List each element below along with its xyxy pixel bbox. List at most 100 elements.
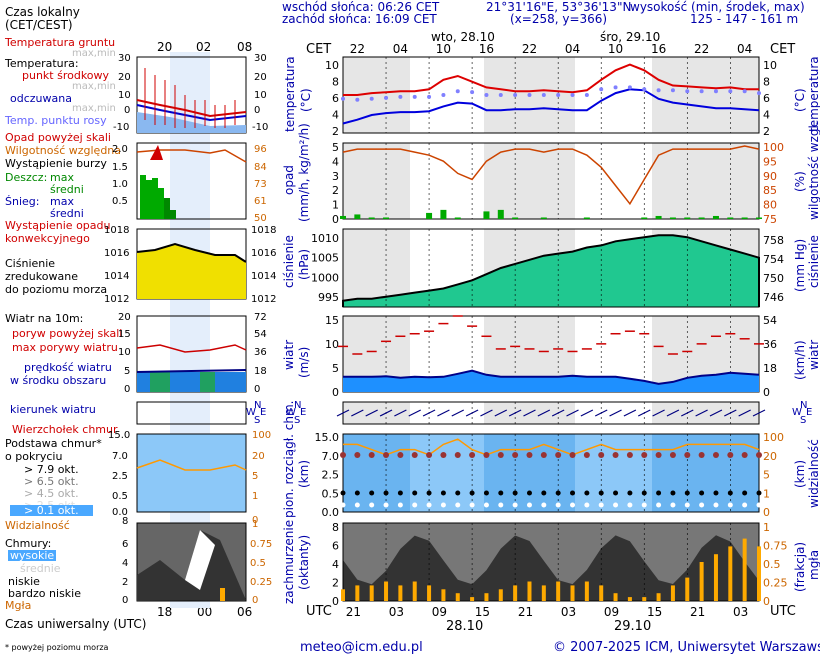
legend-felt: odczuwana (10, 92, 72, 105)
dew-point-1 (355, 97, 360, 102)
cloud-top-dot-3 (383, 452, 390, 458)
legend-press1: Ciśnienie (5, 257, 56, 270)
legend-gust-max: max porywy wiatru (12, 341, 118, 354)
legend-clouds: Chmury: (5, 537, 52, 550)
dew-point-13 (527, 93, 532, 97)
dew-point-3 (384, 95, 389, 100)
temp-mid-line (343, 63, 759, 96)
cloud-base-dot-7 (440, 490, 446, 496)
legend-ground-temp: Temperatura gruntu (5, 36, 116, 49)
fog-bar-16 (570, 585, 575, 601)
wind-arrow-14 (537, 409, 551, 417)
prec-ltick-1: 4 (332, 155, 339, 168)
wind-arrow-17 (580, 409, 594, 417)
legend-high: wysokie (8, 549, 57, 562)
cloud-base-dot-25 (699, 490, 705, 496)
cloud-low-dot-24 (684, 502, 690, 508)
small-temp-tick-20: 20 (118, 72, 131, 83)
dew-point-21 (642, 87, 647, 92)
cl-rtick-2: 0.5 (763, 558, 781, 571)
cloud-base-dot-6 (426, 490, 432, 496)
wind-arrow-20 (623, 409, 637, 417)
footer-email[interactable]: meteo@icm.edu.pl (300, 640, 423, 655)
cloud-low-dot-16 (570, 502, 576, 508)
compass-e-right: E (806, 407, 813, 418)
cloud-top-dot-9 (469, 452, 476, 458)
cloud-top-dot-4 (397, 452, 404, 458)
visibility-line (343, 438, 760, 456)
cl-rtick-0: 1 (763, 521, 770, 534)
legend-okt01: > 0.1 okt. (10, 505, 93, 516)
bottom-hour-5: 03 (561, 605, 576, 619)
small-cl-rtick-1: 1 (252, 519, 259, 530)
legend-cloud-top: Wierzchołek chmur (12, 423, 118, 436)
cloud-low-dot-6 (426, 502, 432, 508)
cloud-top-dot-0 (340, 452, 346, 458)
wind-arrow-4 (394, 409, 407, 417)
bottom-hour-1: 03 (389, 605, 404, 619)
fog-bar-20 (627, 597, 632, 601)
small-press-ltick-1012: 1012 (104, 294, 130, 305)
prec-rtick-0: 100 (763, 141, 784, 154)
cloud-base-dot-10 (483, 490, 489, 496)
wind-arrow-15 (551, 409, 565, 417)
legend-temperature: Temperatura: (5, 57, 79, 70)
cloud-low-dot-26 (713, 502, 719, 508)
small-temp-dew-area (137, 112, 246, 133)
legend-rain-mid: średni (50, 183, 84, 196)
small-cb-rtick-20: 20 (252, 451, 265, 462)
cloud-base-dot-17 (584, 490, 590, 496)
cloud-low-dot-9 (469, 502, 475, 508)
precip-bar-11 (497, 209, 504, 219)
legend-snow: Śnieg: (5, 195, 40, 208)
small-top-time-2: 02 (196, 40, 212, 54)
cloud-low-dot-18 (598, 502, 604, 508)
cloud-top-dot-12 (512, 452, 519, 458)
cloud-top-dot-1 (354, 452, 361, 458)
legend-gust-over: poryw powyżej skali (12, 327, 123, 340)
small-cb-ltick-7: 7.0 (112, 451, 128, 462)
small-cl-ltick-4: 4 (122, 558, 129, 569)
cl-ltick-3: 2 (332, 577, 339, 590)
small-temp-rtick-20: 20 (254, 72, 267, 83)
small-rain-bar-1 (140, 175, 146, 219)
wind-arrow-7 (437, 409, 450, 417)
cloud-top-dot-20 (626, 452, 633, 458)
wind-arrow-19 (609, 409, 622, 417)
prec-rtick-3: 85 (763, 184, 777, 197)
small-storm-marker (150, 145, 163, 160)
frame-prec (342, 142, 760, 220)
small-hum-tick-96: 96 (254, 144, 267, 155)
cloud-low-dot-22 (656, 502, 662, 508)
small-cl-rtick-075: 0.75 (250, 539, 273, 550)
small-top-time-1: 20 (157, 40, 173, 54)
day1-label: wto, 28.10 (431, 30, 495, 44)
fog-bar-22 (656, 593, 661, 601)
legend-press3: do poziomu morza (5, 283, 108, 296)
legend-wind-speed1: prędkość wiatru (24, 361, 112, 374)
legend-very-low: bardzo niskie (8, 587, 81, 600)
footer-copyright: © 2007-2025 ICM, Uniwersytet Warszawski (553, 640, 820, 655)
dew-point-16 (570, 93, 575, 97)
cloud-base-dot-27 (727, 490, 733, 496)
legend-felt-maxmin: max,min (72, 103, 116, 114)
small-temp-rtick-30: 30 (254, 53, 267, 64)
legend-wind-speed2: w środku obszaru (10, 374, 107, 387)
small-press-line (136, 242, 247, 263)
fog-bar-9 (470, 597, 475, 601)
dew-point-24 (685, 89, 690, 94)
compass-n-small: N (254, 400, 262, 411)
precip-bar-2 (368, 217, 375, 219)
dew-point-14 (541, 93, 546, 97)
legend-local-time2: (CET/CEST) (5, 18, 73, 32)
top-hour-1: 04 (393, 42, 408, 56)
temp-rtick-4: 2 (763, 125, 770, 138)
legend-snow-max: max (50, 195, 74, 208)
precip-bar-14 (540, 217, 547, 219)
dew-point-4 (398, 94, 403, 99)
fog-bar-24 (685, 577, 690, 601)
temp-rtick-3: 4 (763, 109, 770, 122)
legend-humidity: Wilgotność względna (5, 144, 122, 157)
small-hum-tick-73: 73 (254, 179, 267, 190)
legend-rain-max: max (50, 171, 74, 184)
